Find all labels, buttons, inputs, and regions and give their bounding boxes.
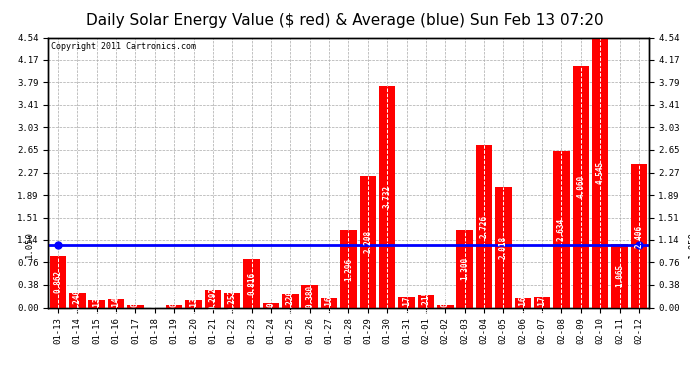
Text: 0.172: 0.172: [538, 291, 546, 314]
Bar: [476, 146, 492, 308]
Text: 0.380: 0.380: [305, 285, 314, 308]
Text: 0.045: 0.045: [441, 284, 450, 307]
Text: 0.166: 0.166: [518, 291, 527, 314]
Text: Copyright 2011 Cartronics.com: Copyright 2011 Cartronics.com: [51, 42, 196, 51]
Text: 0.068: 0.068: [266, 284, 275, 307]
Text: Daily Solar Energy Value ($ red) & Average (blue) Sun Feb 13 07:20: Daily Solar Energy Value ($ red) & Avera…: [86, 13, 604, 28]
Text: 0.240: 0.240: [73, 289, 82, 312]
Bar: [186, 300, 201, 307]
Bar: [205, 290, 221, 308]
Bar: [534, 297, 551, 307]
Text: 0.167: 0.167: [324, 291, 333, 314]
Bar: [515, 298, 531, 307]
Bar: [302, 285, 318, 308]
Bar: [495, 188, 511, 308]
Bar: [263, 303, 279, 307]
Text: 4.060: 4.060: [576, 175, 585, 198]
Bar: [127, 305, 144, 308]
Bar: [321, 298, 337, 307]
Text: 0.252: 0.252: [228, 288, 237, 312]
Bar: [340, 230, 357, 308]
Text: 1.050: 1.050: [24, 232, 33, 258]
Text: 2.018: 2.018: [499, 236, 508, 259]
Text: 1.050: 1.050: [688, 232, 690, 258]
Text: 0.000: 0.000: [150, 284, 159, 307]
Text: 0.816: 0.816: [247, 272, 256, 295]
Bar: [69, 293, 86, 308]
Bar: [244, 259, 260, 308]
Text: 0.170: 0.170: [402, 291, 411, 314]
Bar: [282, 294, 299, 307]
Text: 0.130: 0.130: [189, 292, 198, 315]
Text: 1.300: 1.300: [460, 257, 469, 280]
Text: 4.545: 4.545: [595, 161, 604, 184]
Text: 2.634: 2.634: [557, 217, 566, 241]
Text: 1.065: 1.065: [615, 264, 624, 287]
Bar: [631, 164, 647, 308]
Bar: [166, 304, 182, 307]
Bar: [359, 176, 376, 308]
Bar: [224, 292, 241, 308]
Text: 0.292: 0.292: [208, 287, 217, 310]
Text: 0.220: 0.220: [286, 290, 295, 312]
Bar: [379, 86, 395, 308]
Text: 0.132: 0.132: [92, 292, 101, 315]
Text: 2.208: 2.208: [364, 230, 373, 254]
Bar: [592, 37, 609, 308]
Text: 0.143: 0.143: [112, 292, 121, 315]
Text: 0.036: 0.036: [131, 284, 140, 307]
Bar: [553, 151, 570, 308]
Bar: [88, 300, 105, 307]
Bar: [611, 244, 628, 308]
Text: 0.048: 0.048: [170, 284, 179, 307]
Text: 1.296: 1.296: [344, 257, 353, 280]
Bar: [398, 297, 415, 307]
Text: 3.732: 3.732: [383, 185, 392, 208]
Text: 2.726: 2.726: [480, 215, 489, 238]
Text: 0.862: 0.862: [54, 270, 63, 293]
Bar: [108, 299, 124, 307]
Text: 2.406: 2.406: [634, 224, 643, 248]
Text: 0.215: 0.215: [422, 290, 431, 313]
Bar: [456, 230, 473, 308]
Bar: [573, 66, 589, 308]
Bar: [417, 295, 434, 307]
Bar: [50, 256, 66, 307]
Bar: [437, 305, 453, 308]
